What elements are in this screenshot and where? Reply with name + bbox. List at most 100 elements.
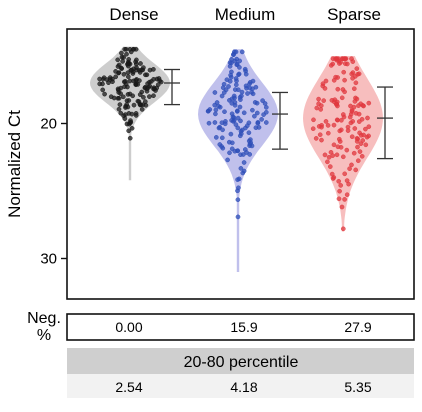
point-dense xyxy=(123,112,128,117)
point-sparse xyxy=(318,107,324,112)
point-medium xyxy=(232,102,238,108)
category-label-medium: Medium xyxy=(215,5,275,24)
point-dense xyxy=(151,76,156,82)
y-axis-title: Normalized Ct xyxy=(5,110,24,218)
point-sparse xyxy=(342,197,347,202)
point-sparse xyxy=(342,171,348,177)
point-dense xyxy=(118,91,123,96)
point-medium xyxy=(260,98,265,103)
point-medium xyxy=(219,135,225,141)
point-medium xyxy=(227,150,232,156)
point-medium xyxy=(235,188,240,194)
point-dense xyxy=(106,80,111,86)
point-medium xyxy=(235,214,241,220)
point-sparse xyxy=(344,147,350,153)
point-dense xyxy=(97,81,103,87)
point-sparse xyxy=(354,139,360,144)
category-label-dense: Dense xyxy=(109,5,158,24)
point-dense xyxy=(133,59,138,65)
point-medium xyxy=(242,66,248,72)
point-medium xyxy=(263,120,269,125)
point-dense xyxy=(131,102,137,108)
point-sparse xyxy=(341,69,347,75)
point-dense xyxy=(138,102,144,108)
point-sparse xyxy=(339,95,345,101)
point-medium xyxy=(217,104,223,110)
point-dense xyxy=(119,50,124,56)
point-medium xyxy=(222,109,227,115)
point-medium xyxy=(252,113,257,119)
point-medium xyxy=(229,60,234,66)
point-medium xyxy=(263,105,269,110)
plot-area xyxy=(90,46,393,272)
point-medium xyxy=(212,90,218,95)
point-dense xyxy=(151,93,156,99)
point-medium xyxy=(233,76,239,81)
point-medium xyxy=(237,133,243,139)
point-medium xyxy=(224,77,230,83)
point-medium xyxy=(259,117,264,122)
point-dense xyxy=(137,78,142,83)
point-sparse xyxy=(313,136,319,141)
percentile-values-row xyxy=(67,374,414,398)
point-sparse xyxy=(350,75,355,81)
point-sparse xyxy=(319,137,324,143)
point-sparse xyxy=(314,105,320,111)
point-medium xyxy=(243,125,248,131)
point-dense xyxy=(151,67,156,72)
point-medium xyxy=(219,144,224,149)
point-sparse xyxy=(365,115,370,121)
point-medium xyxy=(234,61,240,67)
point-medium xyxy=(243,71,249,77)
point-sparse xyxy=(325,159,330,165)
point-sparse xyxy=(310,126,316,132)
point-medium xyxy=(232,148,238,154)
point-sparse xyxy=(356,111,362,117)
point-dense xyxy=(127,46,133,52)
point-sparse xyxy=(322,86,328,91)
point-sparse xyxy=(337,128,343,134)
neg-value-dense: 0.00 xyxy=(115,319,142,335)
point-dense xyxy=(127,61,133,67)
point-dense xyxy=(100,87,106,93)
point-sparse xyxy=(344,61,350,67)
point-dense xyxy=(138,61,143,66)
point-medium xyxy=(237,58,243,64)
point-sparse xyxy=(329,97,335,103)
point-medium xyxy=(231,93,237,99)
point-sparse xyxy=(354,66,360,71)
point-dense xyxy=(130,93,136,99)
point-sparse xyxy=(353,167,359,173)
point-dense xyxy=(144,88,150,94)
point-sparse xyxy=(356,119,362,124)
point-sparse xyxy=(325,130,331,136)
neg-value-sparse: 27.9 xyxy=(344,319,371,335)
point-sparse xyxy=(338,183,344,188)
point-medium xyxy=(239,89,245,95)
neg-value-medium: 15.9 xyxy=(230,319,257,335)
point-dense xyxy=(122,84,127,90)
point-sparse xyxy=(353,80,359,86)
point-sparse xyxy=(357,130,362,136)
point-dense xyxy=(151,85,157,91)
point-dense xyxy=(100,76,106,82)
point-sparse xyxy=(335,117,340,123)
point-medium xyxy=(262,101,268,106)
category-label-sparse: Sparse xyxy=(327,5,381,24)
point-medium xyxy=(205,108,211,114)
point-dense xyxy=(127,120,133,126)
point-dense xyxy=(129,125,135,131)
point-sparse xyxy=(351,150,357,156)
point-sparse xyxy=(345,128,351,133)
point-sparse xyxy=(342,77,347,83)
point-medium xyxy=(226,84,231,89)
point-medium xyxy=(241,168,247,174)
point-medium xyxy=(255,120,261,125)
point-medium xyxy=(252,100,258,105)
point-medium xyxy=(213,135,219,140)
point-sparse xyxy=(353,95,358,101)
point-sparse xyxy=(363,126,368,132)
point-sparse xyxy=(361,132,366,138)
neg-row-box xyxy=(66,313,415,341)
point-dense xyxy=(123,105,128,110)
